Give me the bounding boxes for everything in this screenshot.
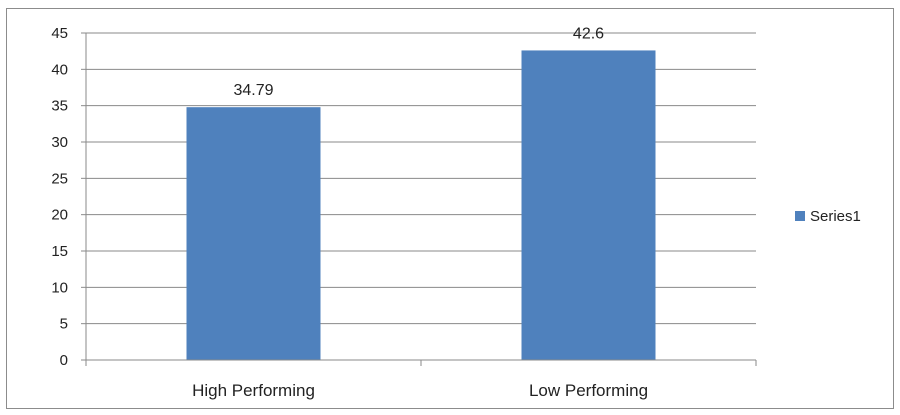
data-labels: 34.79 42.6: [233, 25, 604, 99]
bar-high-performing: [186, 107, 321, 361]
y-axis-ticks: 0 5 10 15 20 25 30 35 40 45: [51, 25, 86, 369]
y-tick-label: 10: [51, 279, 68, 296]
y-tick-label: 5: [60, 316, 68, 333]
legend: Series1: [795, 208, 861, 225]
x-axis-categories: High Performing Low Performing: [192, 381, 648, 400]
legend-label-series1: Series1: [810, 208, 861, 225]
y-tick-label: 30: [51, 134, 68, 151]
y-tick-label: 40: [51, 61, 68, 78]
y-tick-label: 15: [51, 243, 68, 260]
data-label: 34.79: [233, 82, 273, 99]
legend-swatch-series1: [795, 211, 805, 221]
bar-low-performing: [521, 50, 656, 360]
x-category-label: High Performing: [192, 381, 315, 400]
axes: [85, 33, 757, 366]
y-tick-label: 0: [60, 352, 68, 369]
y-tick-label: 35: [51, 98, 68, 115]
chart-frame: [6, 8, 894, 409]
y-tick-label: 45: [51, 25, 68, 42]
bars: [186, 50, 656, 361]
data-label: 42.6: [573, 25, 604, 42]
y-tick-label: 25: [51, 170, 68, 187]
x-category-label: Low Performing: [529, 381, 648, 400]
y-tick-label: 20: [51, 207, 68, 224]
